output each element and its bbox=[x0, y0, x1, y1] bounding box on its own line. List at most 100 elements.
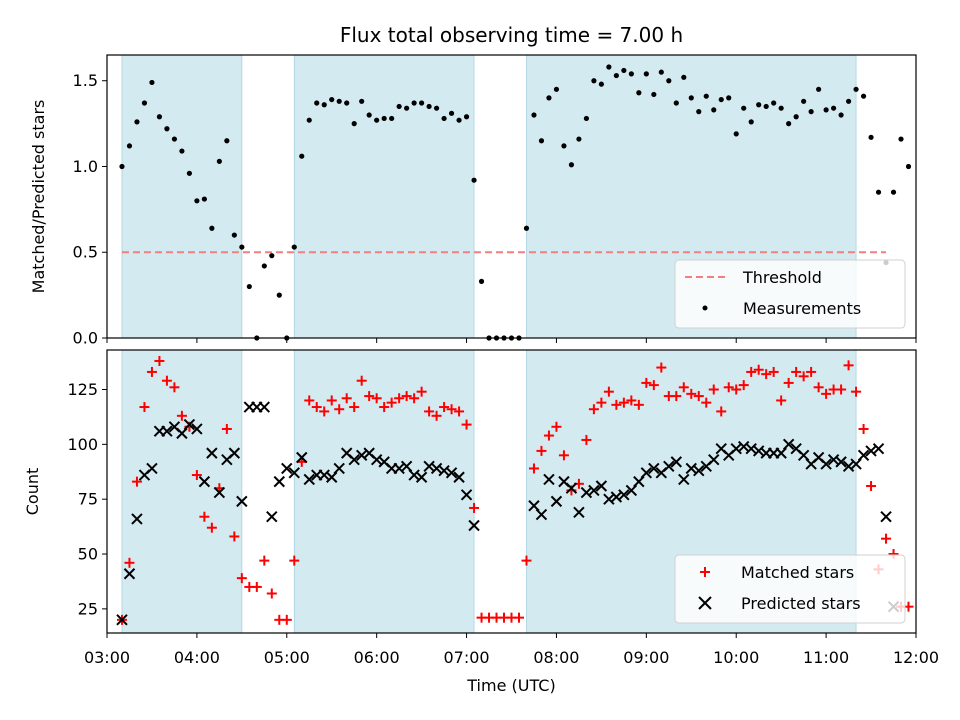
measurement-point bbox=[771, 100, 777, 106]
predicted-star-point bbox=[618, 489, 630, 501]
x-tick-label: 08:00 bbox=[533, 648, 579, 667]
measurement-point bbox=[823, 107, 829, 113]
measurement-point bbox=[778, 105, 784, 111]
measurement-point bbox=[179, 148, 185, 154]
predicted-star-point bbox=[782, 438, 795, 451]
matched-star-point bbox=[618, 397, 629, 408]
measurement-point bbox=[831, 105, 837, 111]
measurement-point bbox=[553, 86, 560, 92]
legend-matched-label: Matched stars bbox=[741, 563, 854, 582]
matched-star-point bbox=[843, 360, 854, 371]
measurement-point bbox=[344, 100, 350, 106]
matched-star-point bbox=[881, 533, 892, 544]
predicted-star-point bbox=[708, 453, 720, 466]
predicted-star-point bbox=[588, 484, 600, 497]
measurement-point bbox=[591, 78, 597, 84]
matched-star-point bbox=[124, 557, 135, 568]
bottom-x-ticks: 03:00 04:00 05:00 06:00 07:00 08:00 09:00 10:00… bbox=[84, 633, 939, 667]
matched-star-point bbox=[341, 393, 352, 404]
measurement-point bbox=[441, 115, 447, 122]
matched-star-point bbox=[206, 522, 217, 533]
matched-star-point bbox=[708, 384, 719, 395]
measurement-point bbox=[875, 189, 882, 195]
matched-star-point bbox=[311, 402, 322, 413]
legend-predicted-swatch bbox=[698, 596, 712, 610]
matched-star-point bbox=[131, 476, 142, 487]
bottom-y-ticks: 25 50 75 100 125 bbox=[67, 380, 107, 618]
predicted-star-point bbox=[857, 449, 870, 462]
legend-predicted-label: Predicted stars bbox=[741, 594, 861, 613]
x-tick-label: 05:00 bbox=[264, 648, 310, 667]
predicted-star-point bbox=[550, 495, 563, 508]
measurement-point bbox=[793, 114, 799, 120]
matched-star-point bbox=[701, 397, 712, 408]
predicted-star-point bbox=[543, 473, 555, 486]
matched-star-point bbox=[581, 434, 592, 445]
matched-star-point bbox=[461, 419, 472, 430]
matched-star-point bbox=[513, 612, 524, 623]
predicted-star-point bbox=[573, 506, 585, 519]
measurement-point bbox=[905, 163, 912, 170]
x-tick-label: 04:00 bbox=[174, 648, 220, 667]
matched-star-point bbox=[191, 470, 202, 481]
measurement-point bbox=[269, 253, 275, 259]
legend-threshold-label: Threshold bbox=[742, 268, 822, 287]
predicted-star-point bbox=[228, 447, 241, 459]
top-legend: Threshold Measurements bbox=[674, 259, 906, 329]
top-legend-box bbox=[674, 259, 906, 329]
bottom-y-axis-label: Count bbox=[23, 468, 42, 516]
x-tick-label: 06:00 bbox=[354, 648, 400, 667]
matched-star-point bbox=[439, 402, 450, 413]
measurement-point bbox=[224, 138, 230, 144]
measurement-point bbox=[673, 100, 679, 106]
bottom-legend-box bbox=[674, 554, 906, 624]
measurement-point bbox=[748, 119, 754, 125]
measurement-point bbox=[845, 98, 852, 104]
measurement-point bbox=[681, 74, 687, 80]
matched-star-point bbox=[813, 382, 824, 393]
matched-star-point bbox=[229, 531, 240, 542]
matched-star-point bbox=[753, 364, 764, 375]
measurement-point bbox=[246, 283, 252, 290]
matched-star-point bbox=[588, 404, 599, 415]
matched-star-point bbox=[349, 402, 360, 413]
predicted-star-point bbox=[880, 511, 892, 523]
matched-star-point bbox=[543, 430, 554, 441]
matched-star-point bbox=[446, 404, 457, 415]
matched-star-point bbox=[678, 382, 689, 393]
matched-star-point bbox=[731, 384, 742, 395]
matched-star-point bbox=[671, 391, 682, 402]
matched-star-point bbox=[536, 445, 547, 456]
predicted-star-point bbox=[820, 458, 832, 470]
measurement-point bbox=[201, 196, 207, 202]
predicted-star-point bbox=[206, 447, 218, 459]
bottom-panel: 25 50 75 100 125 03:00 04:00 05:00 06:00 07:00 08… bbox=[23, 349, 939, 695]
matched-star-point bbox=[603, 386, 614, 397]
top-y-tick-label: 0.5 bbox=[73, 243, 98, 262]
measurement-point bbox=[171, 136, 178, 142]
matched-star-point bbox=[409, 393, 420, 404]
top-y-tick-label: 0.0 bbox=[73, 329, 98, 348]
x-tick-label: 03:00 bbox=[84, 648, 130, 667]
measurement-point bbox=[726, 95, 732, 101]
predicted-star-point bbox=[288, 467, 300, 479]
matched-star-point bbox=[431, 410, 442, 421]
measurement-point bbox=[711, 107, 717, 113]
measurement-point bbox=[651, 91, 657, 98]
matched-star-point bbox=[693, 391, 704, 402]
measurements-points bbox=[119, 64, 912, 341]
matched-star-point bbox=[401, 391, 412, 402]
measurement-point bbox=[321, 102, 327, 108]
matched-star-point bbox=[521, 555, 532, 566]
top-y-ticks: 0.0 0.5 1.0 1.5 bbox=[73, 71, 107, 348]
bottom-y-tick-label: 50 bbox=[78, 545, 98, 564]
measurement-point bbox=[239, 244, 245, 250]
matched-star-point bbox=[379, 402, 390, 413]
matched-star-point bbox=[424, 406, 435, 417]
matched-star-point bbox=[611, 399, 622, 410]
measurement-point bbox=[786, 121, 792, 127]
matched-star-point bbox=[836, 384, 847, 395]
measurement-point bbox=[853, 86, 859, 92]
matched-star-point bbox=[356, 375, 367, 386]
matched-star-point bbox=[289, 555, 300, 566]
